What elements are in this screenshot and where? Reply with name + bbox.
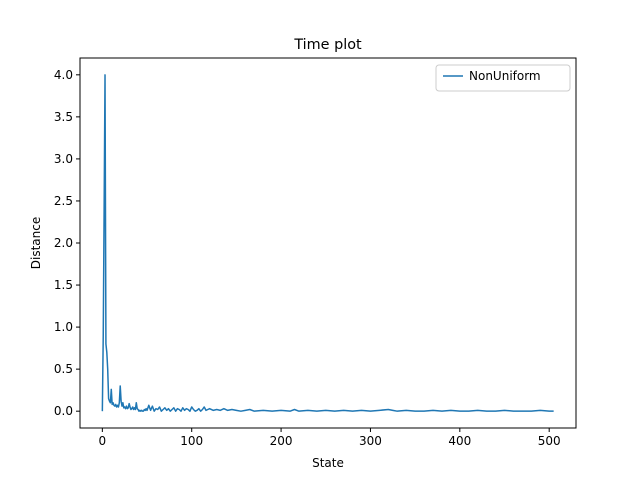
y-tick-label: 1.5 xyxy=(54,278,73,292)
x-tick-label: 0 xyxy=(99,434,107,448)
x-axis: 0 100 200 300 400 500 xyxy=(99,428,561,448)
legend-box xyxy=(435,64,571,92)
x-tick-label: 200 xyxy=(270,434,293,448)
series-line-nonuniform xyxy=(101,74,554,412)
y-tick-label: 0.0 xyxy=(54,404,73,418)
y-tick-label: 1.0 xyxy=(54,320,73,334)
chart-title: Time plot xyxy=(293,37,362,53)
x-tick-label: 500 xyxy=(538,434,561,448)
plot-area xyxy=(101,74,554,412)
legend-label: NonUniform xyxy=(469,69,541,83)
y-axis: 0.0 0.5 1.0 1.5 2.0 2.5 3.0 3.5 4.0 xyxy=(54,68,80,418)
y-axis-label: Distance xyxy=(29,217,43,269)
y-tick-label: 3.0 xyxy=(54,152,73,166)
legend: NonUniform xyxy=(435,64,571,92)
x-axis-label: State xyxy=(312,456,344,470)
x-tick-label: 300 xyxy=(359,434,382,448)
x-tick-label: 400 xyxy=(448,434,471,448)
y-tick-label: 2.0 xyxy=(54,236,73,250)
y-tick-label: 0.5 xyxy=(54,362,73,376)
x-tick-label: 100 xyxy=(180,434,203,448)
plot-frame xyxy=(79,57,577,429)
y-tick-label: 2.5 xyxy=(54,194,73,208)
y-tick-label: 4.0 xyxy=(54,68,73,82)
y-tick-label: 3.5 xyxy=(54,110,73,124)
